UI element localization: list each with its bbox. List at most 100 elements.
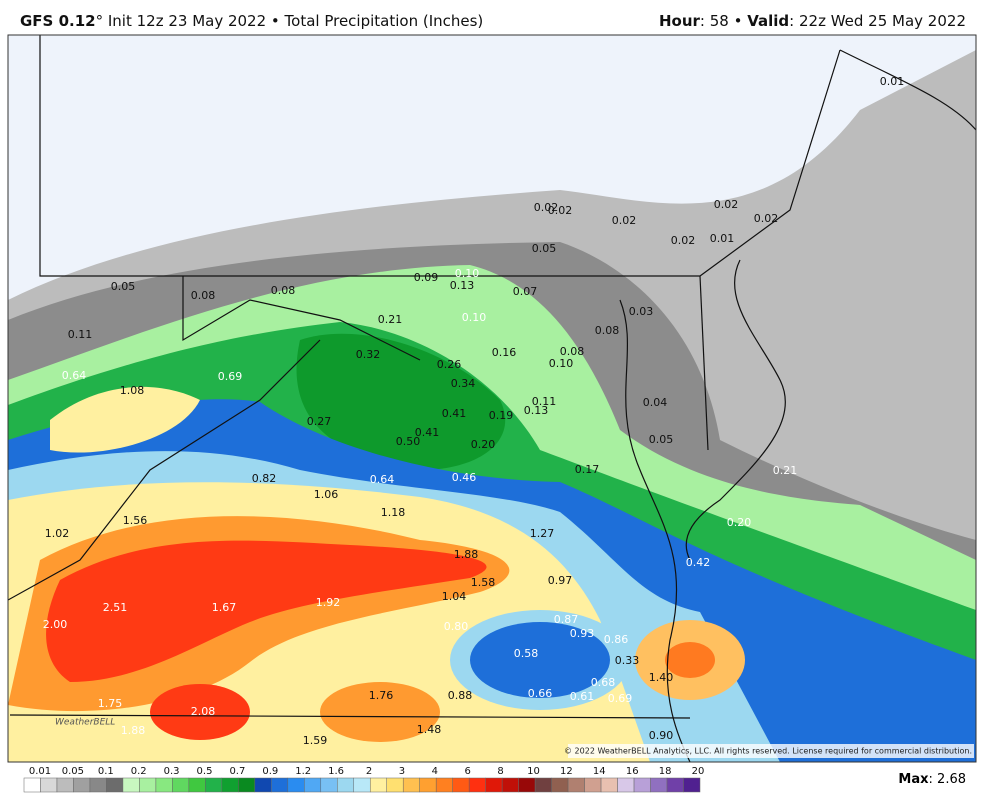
map-value: 0.93 — [570, 627, 595, 640]
map-value: 0.46 — [452, 471, 477, 484]
map-labels: 0.010.020.020.020.020.020.02 0.010.050.05… — [43, 75, 905, 747]
legend-label: 0.3 — [164, 766, 180, 777]
legend-label: 0.9 — [262, 766, 278, 777]
legend-label: 0.5 — [197, 766, 213, 777]
map-value: 1.88 — [121, 724, 146, 737]
legend-swatch — [337, 777, 355, 793]
map-value: 1.40 — [649, 671, 674, 684]
map-value: 0.11 — [532, 395, 557, 408]
legend-swatch — [172, 777, 190, 793]
map-value: 1.06 — [314, 488, 339, 501]
legend-swatch — [468, 777, 486, 793]
map-value: 0.69 — [608, 692, 633, 705]
precip-band — [296, 333, 506, 470]
map-value: 0.05 — [649, 433, 674, 446]
legend-label: 6 — [465, 766, 471, 777]
map-value: 1.58 — [471, 576, 496, 589]
map-value: 1.67 — [212, 601, 237, 614]
precip-band — [150, 684, 250, 740]
logo: WeatherBELL — [55, 718, 115, 728]
map-value: 1.02 — [45, 527, 70, 540]
legend-swatch — [73, 777, 91, 793]
legend-label: 14 — [593, 766, 606, 777]
legend-label: 0.05 — [62, 766, 84, 777]
legend-swatch — [304, 777, 322, 793]
legend-swatch — [56, 777, 74, 793]
map-value: 0.02 — [612, 214, 637, 227]
legend-swatch — [271, 777, 289, 793]
map-frame — [7, 34, 977, 763]
legend-swatch — [122, 777, 140, 793]
hour-val: : 58 • — [700, 12, 747, 30]
legend-label: 1.2 — [295, 766, 311, 777]
legend-swatch — [221, 777, 239, 793]
boundaries — [8, 35, 976, 762]
map-value: 0.01 — [710, 232, 735, 245]
map-value: 0.20 — [727, 516, 752, 529]
legend-swatch — [205, 777, 223, 793]
legend-swatch — [567, 777, 585, 793]
legend-label: 12 — [560, 766, 573, 777]
map — [8, 35, 976, 762]
legend-swatch — [254, 777, 272, 793]
legend-swatch — [501, 777, 519, 793]
legend-swatch — [320, 777, 338, 793]
model: GFS 0.12 — [20, 12, 96, 30]
legend-swatch — [666, 777, 684, 793]
map-value: 1.76 — [369, 689, 394, 702]
legend-label: 20 — [692, 766, 705, 777]
map-value: 1.56 — [123, 514, 148, 527]
map-value: 1.59 — [303, 734, 328, 747]
legend-swatch — [188, 777, 206, 793]
map-value: 0.86 — [604, 633, 629, 646]
map-value: 0.97 — [548, 574, 573, 587]
map-value: 2.00 — [43, 618, 68, 631]
map-value: 0.20 — [471, 438, 496, 451]
legend: 0.01 0.05 0.1 0.2 0.3 0.5 0.7 0.9 1.2 1.6 2 3 4 6 8 10 1… — [23, 766, 705, 793]
legend-label: 8 — [497, 766, 503, 777]
map-value: 1.92 — [316, 596, 341, 609]
hour-key: Hour — [659, 12, 701, 30]
legend-swatch — [617, 777, 635, 793]
max: Max: 2.68 — [898, 772, 966, 787]
legend-swatch — [89, 777, 107, 793]
legend-label: 4 — [432, 766, 438, 777]
legend-swatch — [155, 777, 173, 793]
coast — [685, 259, 786, 561]
state-line — [699, 275, 709, 451]
map-value: 1.04 — [442, 590, 467, 603]
map-value: 0.61 — [570, 690, 595, 703]
map-value: 0.17 — [575, 463, 600, 476]
map-value: 0.21 — [773, 464, 798, 477]
legend-swatch — [435, 777, 453, 793]
legend-swatch — [369, 777, 387, 793]
map-value: 0.34 — [451, 377, 476, 390]
legend-swatch — [485, 777, 503, 793]
max-val: : 2.68 — [929, 772, 966, 787]
map-value: 0.02 — [754, 212, 779, 225]
map-value: 0.58 — [514, 647, 539, 660]
map-value: 0.13 — [524, 404, 549, 417]
map-value: 0.41 — [442, 407, 467, 420]
legend-swatch — [452, 777, 470, 793]
map-value: 0.01 — [880, 75, 905, 88]
map-value: 0.50 — [396, 435, 421, 448]
header-right: Hour: 58 • Valid: 22z Wed 25 May 2022 — [659, 12, 966, 30]
map-value: 0.87 — [554, 613, 579, 626]
map-value: 0.64 — [370, 473, 395, 486]
precip-band — [470, 622, 610, 698]
legend-label: 1.6 — [328, 766, 344, 777]
state-line — [9, 714, 691, 719]
map-value: 1.88 — [454, 548, 479, 561]
legend-label: 0.2 — [131, 766, 147, 777]
legend-swatch — [386, 777, 404, 793]
map-value: 0.07 — [513, 285, 538, 298]
legend-label: 3 — [399, 766, 405, 777]
map-value: 0.03 — [629, 305, 654, 318]
legend-swatch — [650, 777, 668, 793]
init: ° Init 12z 23 May 2022 • Total Precipita… — [96, 12, 484, 30]
map-value: 0.90 — [649, 729, 674, 742]
legend-label: 0.01 — [29, 766, 51, 777]
map-value: 0.08 — [595, 324, 620, 337]
